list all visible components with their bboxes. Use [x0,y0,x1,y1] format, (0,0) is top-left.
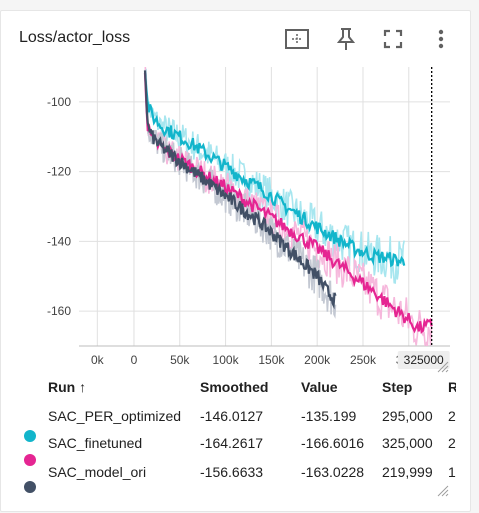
pin-button[interactable] [332,25,360,53]
smoothed-value: -164.2617 [200,435,264,451]
fullscreen-icon [383,29,403,49]
pin-icon [336,28,356,50]
more-button[interactable] [427,25,455,53]
chart-resize-handle[interactable] [437,361,449,373]
series-color-swatch [24,454,36,466]
relative-value: 2 [448,435,456,451]
x-tick-label: 150k [258,353,285,367]
series-line [143,70,337,310]
step-value: 295,000 [382,408,433,424]
y-tick-label: -100 [47,95,71,109]
loss-chart[interactable]: -100-120-140-1600k050k100k150k200k250k30… [1,57,470,377]
smoothed-value: -146.0127 [200,408,264,424]
raw-value: -166.6016 [301,435,365,451]
series-color-swatch [24,481,36,493]
series-line [143,72,433,334]
col-run[interactable]: Run ↑ [48,379,87,395]
plot-series-group [143,67,433,346]
relative-value: 2 [448,408,456,424]
col-value[interactable]: Value [301,379,338,395]
run-name: SAC_finetuned [48,435,143,451]
x-tick-label: 0 [131,353,138,367]
y-tick-label: -120 [47,165,71,179]
scalar-card: Loss/actor_loss -100 -120 -140 -160 0k 0 50k 10… [0,10,471,512]
x-tick-label: 50k [170,353,190,367]
fullscreen-button[interactable] [379,25,407,53]
step-value: 219,999 [382,464,433,480]
col-step[interactable]: Step [382,379,413,395]
x-tick-label: 100k [213,353,240,367]
col-relative[interactable]: R [448,379,456,395]
table-resize-handle[interactable] [437,485,449,497]
y-tick-label: -140 [47,234,71,248]
hover-step-label: 325000 [404,353,444,367]
step-value: 325,000 [382,435,433,451]
y-tick-label: -160 [47,304,71,318]
series-color-swatch [24,430,36,442]
series-line [143,73,406,268]
fit-domain-button[interactable] [283,25,311,53]
x-tick-label: 0k [91,353,105,367]
raw-value: -135.199 [301,408,357,424]
raw-value: -163.0228 [301,464,365,480]
run-name: SAC_model_ori [48,464,147,480]
relative-value: 1 [448,464,456,480]
x-tick-label: 250k [350,353,377,367]
card-title: Loss/actor_loss [19,29,131,46]
col-smoothed[interactable]: Smoothed [200,379,269,395]
run-name: SAC_PER_optimized [48,408,182,424]
more-vert-icon [438,29,444,49]
fit-domain-icon [285,29,309,49]
smoothed-value: -156.6633 [200,464,264,480]
x-tick-label: 200k [304,353,331,367]
hover-step-bg [397,351,450,369]
